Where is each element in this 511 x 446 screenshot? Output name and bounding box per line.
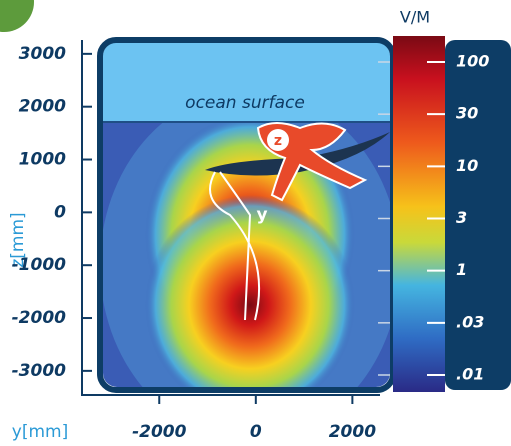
colorbar-tick-label: 3: [456, 208, 467, 227]
colorbar-tick-label: 30: [456, 104, 478, 123]
colorbar-tick-label: 1: [456, 260, 467, 279]
y-tick-label: -3000: [12, 361, 67, 381]
heatmap: [103, 42, 390, 387]
y-tick-label: 1000: [19, 150, 66, 170]
y-axis-label: z[mm]: [8, 212, 28, 267]
y-tick-label: 0: [54, 202, 66, 222]
x-tick-label: 0: [250, 422, 262, 442]
y-tick-label: -2000: [12, 308, 67, 328]
annotation: ocean surface: [185, 93, 305, 113]
y-tick-label: -1000: [12, 255, 67, 275]
colorbar: [393, 36, 445, 392]
colorbar-tick-label: .01: [456, 365, 484, 384]
x-tick-label: 2000: [329, 422, 376, 442]
annotation: z: [274, 133, 282, 149]
y-tick-label: 3000: [19, 44, 66, 64]
badge: [0, 0, 34, 32]
x-tick-label: -2000: [132, 422, 187, 442]
colorbar-panel: [445, 40, 511, 390]
ocean: [103, 42, 390, 122]
surfer: [205, 122, 390, 321]
x-axis-label: y[mm]: [12, 422, 68, 442]
colorbar-tick-label: 10: [456, 156, 478, 175]
annotation: y: [256, 205, 267, 225]
colorbar-tick-label: .03: [456, 312, 484, 331]
colorbar-title: V/M: [400, 8, 430, 27]
y-tick-label: 2000: [19, 97, 66, 117]
colorbar-tick-label: 100: [456, 52, 489, 71]
